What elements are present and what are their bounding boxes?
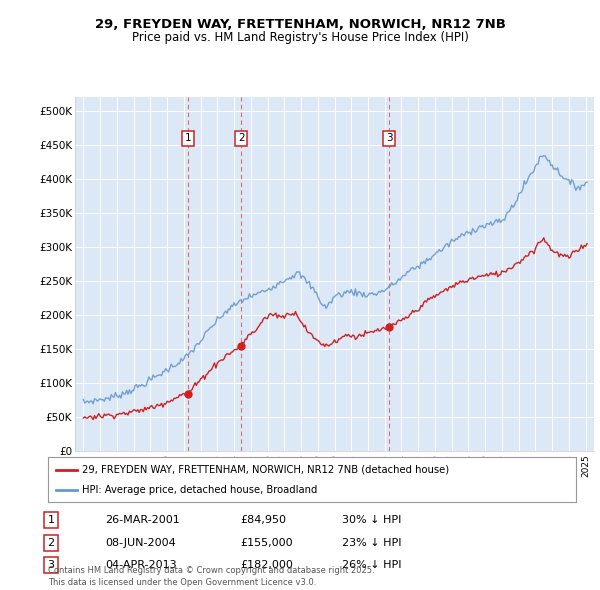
Text: 3: 3	[386, 133, 392, 143]
Text: £155,000: £155,000	[240, 538, 293, 548]
Text: 29, FREYDEN WAY, FRETTENHAM, NORWICH, NR12 7NB: 29, FREYDEN WAY, FRETTENHAM, NORWICH, NR…	[95, 18, 505, 31]
Text: 1: 1	[47, 516, 55, 525]
Text: 2: 2	[47, 538, 55, 548]
Text: £84,950: £84,950	[240, 516, 286, 525]
Text: £182,000: £182,000	[240, 560, 293, 570]
Text: 1: 1	[184, 133, 191, 143]
Text: Price paid vs. HM Land Registry's House Price Index (HPI): Price paid vs. HM Land Registry's House …	[131, 31, 469, 44]
Text: 2: 2	[238, 133, 245, 143]
Text: 3: 3	[47, 560, 55, 570]
Text: 23% ↓ HPI: 23% ↓ HPI	[342, 538, 401, 548]
Text: HPI: Average price, detached house, Broadland: HPI: Average price, detached house, Broa…	[82, 486, 317, 496]
Text: 29, FREYDEN WAY, FRETTENHAM, NORWICH, NR12 7NB (detached house): 29, FREYDEN WAY, FRETTENHAM, NORWICH, NR…	[82, 465, 449, 474]
Text: Contains HM Land Registry data © Crown copyright and database right 2025.
This d: Contains HM Land Registry data © Crown c…	[48, 566, 374, 587]
Text: 04-APR-2013: 04-APR-2013	[105, 560, 176, 570]
Text: 08-JUN-2004: 08-JUN-2004	[105, 538, 176, 548]
Text: 26-MAR-2001: 26-MAR-2001	[105, 516, 180, 525]
Text: 26% ↓ HPI: 26% ↓ HPI	[342, 560, 401, 570]
Text: 30% ↓ HPI: 30% ↓ HPI	[342, 516, 401, 525]
